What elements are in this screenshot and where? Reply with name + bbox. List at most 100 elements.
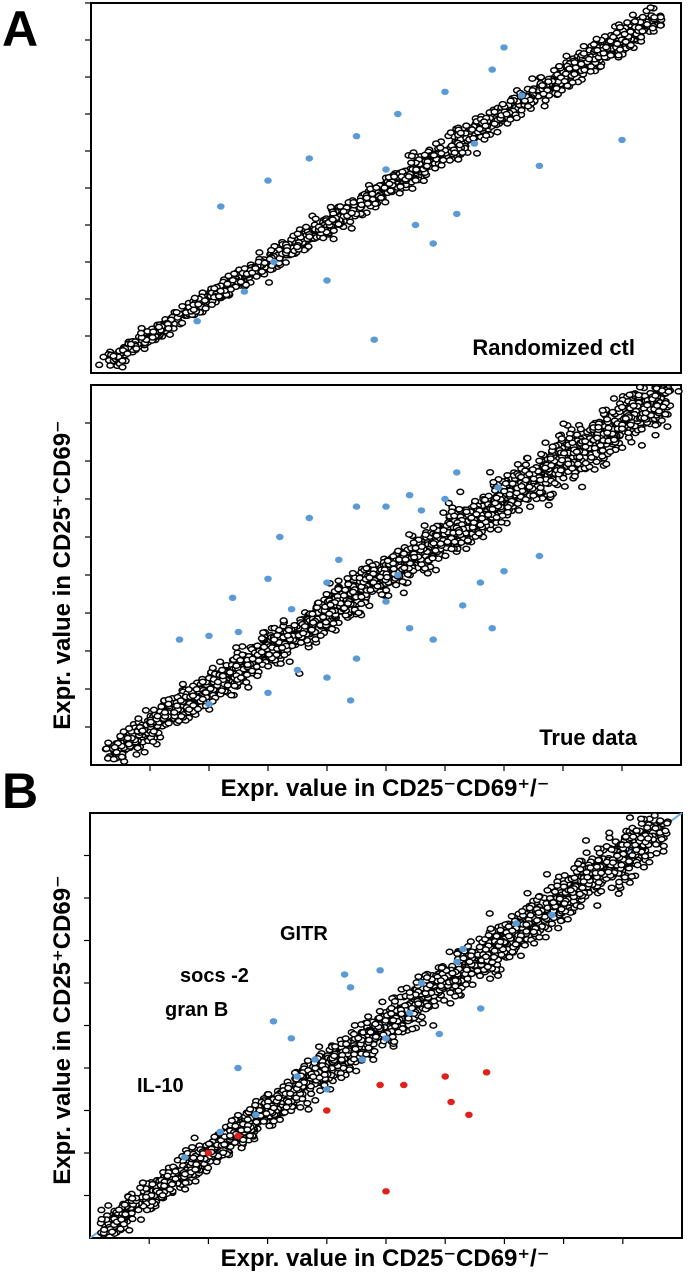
gene-point (236, 674, 246, 681)
gene-point (581, 443, 590, 451)
gene-point (232, 662, 241, 670)
gene-point (414, 973, 423, 981)
data-points (95, 4, 666, 371)
gene-point (556, 466, 566, 474)
gene-point (404, 173, 413, 180)
gene-point (396, 183, 405, 190)
gene-point (560, 483, 569, 490)
gene-point (437, 161, 446, 169)
gene-point (343, 574, 352, 582)
gene-point (428, 554, 437, 562)
gene-point (565, 434, 574, 442)
gene-point (601, 43, 611, 51)
gene-point (529, 492, 538, 499)
changed-gene-point (270, 258, 278, 266)
gene-point (149, 728, 158, 735)
gene-point (646, 4, 655, 11)
gene-point (559, 449, 569, 457)
gene-point (311, 635, 320, 643)
gene-point (217, 687, 226, 694)
changed-gene-point (264, 689, 272, 696)
gene-point (102, 745, 111, 753)
gene-point (207, 301, 216, 309)
gene-point (502, 110, 511, 118)
gene-point (570, 70, 579, 78)
gene-point (557, 435, 566, 442)
gene-point (489, 478, 498, 486)
gene-point (285, 658, 294, 666)
gene-point (118, 363, 127, 371)
gene-point (188, 1143, 197, 1151)
gene-point (349, 199, 358, 206)
changed-gene-point (470, 140, 479, 147)
gene-point (638, 13, 647, 21)
gene-point (589, 41, 599, 48)
changed-gene-point (476, 579, 485, 586)
gene-point (125, 1226, 134, 1234)
gene-point (309, 619, 318, 626)
changed-gene-point (618, 136, 626, 144)
gene-point (552, 85, 561, 92)
gene-point (136, 329, 146, 337)
gene-point (267, 246, 276, 254)
changed-gene-point (488, 66, 497, 73)
gene-point (615, 46, 625, 53)
gene-point (656, 22, 665, 29)
gene-point (598, 407, 607, 414)
gene-point (446, 129, 455, 136)
gene-point (214, 292, 224, 300)
gene-point (341, 586, 350, 594)
gene-point (132, 751, 141, 758)
gene-point (276, 660, 285, 667)
gene-point (420, 522, 429, 529)
gene-point (642, 21, 652, 28)
gene-point (570, 472, 579, 480)
gene-point (321, 618, 331, 626)
changed-gene-point (228, 594, 237, 601)
data-points (101, 383, 683, 765)
gene-point (439, 526, 448, 534)
gene-point (593, 434, 602, 442)
changed-gene-point (405, 625, 414, 632)
changed-gene-point (240, 288, 249, 295)
gene-point (454, 529, 464, 536)
gene-point (134, 715, 143, 722)
gene-point (513, 461, 523, 468)
gene-point (228, 276, 237, 284)
gene-point (535, 457, 544, 465)
gene-point (575, 453, 584, 461)
gene-point (536, 484, 545, 492)
gene-point (441, 552, 450, 560)
gene-point (300, 623, 310, 630)
gene-point (539, 90, 548, 98)
gene-point (453, 950, 462, 958)
gene-point (412, 166, 421, 173)
gene-point (322, 590, 331, 598)
gene-point (572, 431, 582, 439)
gene-point (546, 455, 555, 462)
gene-point (157, 703, 166, 710)
gene-point (607, 884, 616, 892)
gene-point (474, 529, 484, 537)
gene-point (454, 156, 463, 163)
gene-point (408, 185, 417, 192)
gene-point (577, 60, 586, 68)
gene-point (436, 540, 445, 547)
gene-point (528, 75, 537, 82)
gene-point (264, 279, 274, 286)
gene-point (652, 402, 662, 409)
changed-gene-point (287, 606, 296, 613)
gene-point (557, 456, 567, 464)
gene-point (138, 727, 147, 735)
gene-point (563, 82, 572, 90)
gene-point (577, 483, 587, 491)
gene-point (308, 610, 317, 618)
gene-point (371, 200, 380, 208)
gene-point (476, 521, 485, 529)
gene-point (674, 388, 683, 395)
gene-point (661, 410, 670, 418)
gene-point (274, 626, 284, 634)
gene-point (651, 431, 660, 439)
gene-point (109, 755, 118, 763)
gene-point (148, 738, 158, 746)
